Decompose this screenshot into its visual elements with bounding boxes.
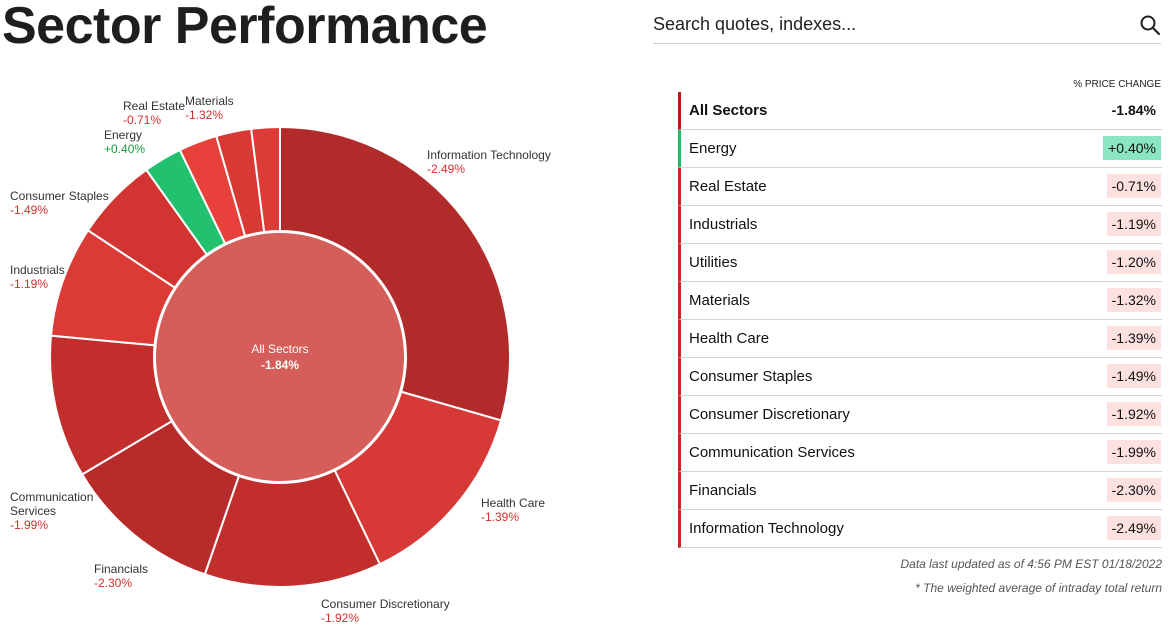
slice-value-label: +0.40% (104, 142, 145, 156)
center-label: All Sectors (251, 342, 308, 356)
sector-name: Health Care (689, 330, 770, 347)
slice-value-label: -0.71% (123, 113, 161, 127)
price-change-badge: -1.49% (1106, 364, 1161, 388)
price-change-badge: -1.32% (1106, 288, 1161, 312)
slice-value-label: -1.49% (10, 203, 48, 217)
price-change-badge: -1.39% (1106, 326, 1161, 350)
sector-table: % PRICE CHANGE All Sectors -1.84% Energy +0… (678, 78, 1162, 548)
table-row[interactable]: Communication Services -1.99% (678, 434, 1162, 472)
table-row[interactable]: Energy +0.40% (678, 130, 1162, 168)
price-change-badge: -2.49% (1106, 516, 1161, 540)
slice-label: Financials (94, 562, 148, 576)
sector-name: Information Technology (689, 520, 844, 537)
slice-value-label: -1.99% (10, 518, 48, 532)
table-row[interactable]: Utilities -1.20% (678, 244, 1162, 282)
sector-name: Utilities (689, 254, 738, 271)
last-updated-note: Data last updated as of 4:56 PM EST 01/1… (900, 557, 1162, 571)
slice-label: Information Technology (427, 148, 551, 162)
sector-name: Industrials (689, 216, 758, 233)
table-row[interactable]: Industrials -1.19% (678, 206, 1162, 244)
slice-label: Materials (185, 94, 234, 108)
table-row[interactable]: Financials -2.30% (678, 472, 1162, 510)
search-input[interactable] (653, 10, 1123, 38)
slice-value-label: -2.30% (94, 576, 132, 590)
slice-value-label: -2.49% (427, 162, 465, 176)
table-row[interactable]: Information Technology -2.49% (678, 510, 1162, 548)
slice-label: Health Care (481, 496, 545, 510)
price-change-badge: -1.84% (1111, 102, 1156, 118)
price-change-badge: -1.99% (1106, 440, 1161, 464)
page-title: Sector Performance (2, 0, 488, 55)
footnote: * The weighted average of intraday total… (915, 581, 1162, 595)
slice-value-label: -1.19% (10, 277, 48, 291)
slice-value-label: -1.92% (321, 611, 359, 625)
slice-label: Communication (10, 490, 93, 504)
search-icon[interactable] (1139, 14, 1161, 36)
table-row[interactable]: Real Estate -0.71% (678, 168, 1162, 206)
sector-name: Consumer Staples (689, 368, 813, 385)
sector-name: Energy (689, 140, 737, 157)
sector-name: Communication Services (689, 444, 855, 461)
sector-donut-chart: Information Technology -2.49% Health Care -… (0, 50, 640, 625)
slice-value-label: -1.32% (185, 108, 223, 122)
center-value: -1.84% (261, 358, 299, 372)
table-row[interactable]: Consumer Staples -1.49% (678, 358, 1162, 396)
slice-label: Industrials (10, 263, 65, 277)
table-row[interactable]: Consumer Discretionary -1.92% (678, 396, 1162, 434)
slice-label: Real Estate (123, 99, 185, 113)
slice-value-label: -1.39% (481, 510, 519, 524)
table-row[interactable]: All Sectors -1.84% (678, 92, 1162, 130)
price-change-badge: -0.71% (1106, 174, 1161, 198)
table-row[interactable]: Health Care -1.39% (678, 320, 1162, 358)
table-row[interactable]: Materials -1.32% (678, 282, 1162, 320)
sector-name: Real Estate (689, 178, 767, 195)
center-all-sectors[interactable] (154, 231, 406, 483)
price-change-badge: -1.19% (1106, 212, 1161, 236)
price-change-badge: -1.20% (1106, 250, 1161, 274)
price-change-badge: -1.92% (1106, 402, 1161, 426)
slice-label: Energy (104, 128, 142, 142)
price-change-badge: +0.40% (1103, 136, 1161, 160)
slice-label: Consumer Staples (10, 189, 109, 203)
price-change-badge: -2.30% (1106, 478, 1161, 502)
donut-svg: Information Technology-2.49%Health Care-… (10, 94, 551, 625)
slice-label: Services (10, 504, 56, 518)
sector-name: Financials (689, 482, 757, 499)
column-header-price-change: % PRICE CHANGE (1073, 79, 1161, 90)
sector-name: Consumer Discretionary (689, 406, 850, 423)
slice-label: Consumer Discretionary (321, 597, 450, 611)
sector-name: Materials (689, 292, 750, 309)
sector-name: All Sectors (689, 102, 768, 119)
sector-rows: All Sectors -1.84% Energy +0.40% Real Estate… (678, 92, 1162, 548)
search-bar (653, 6, 1161, 44)
